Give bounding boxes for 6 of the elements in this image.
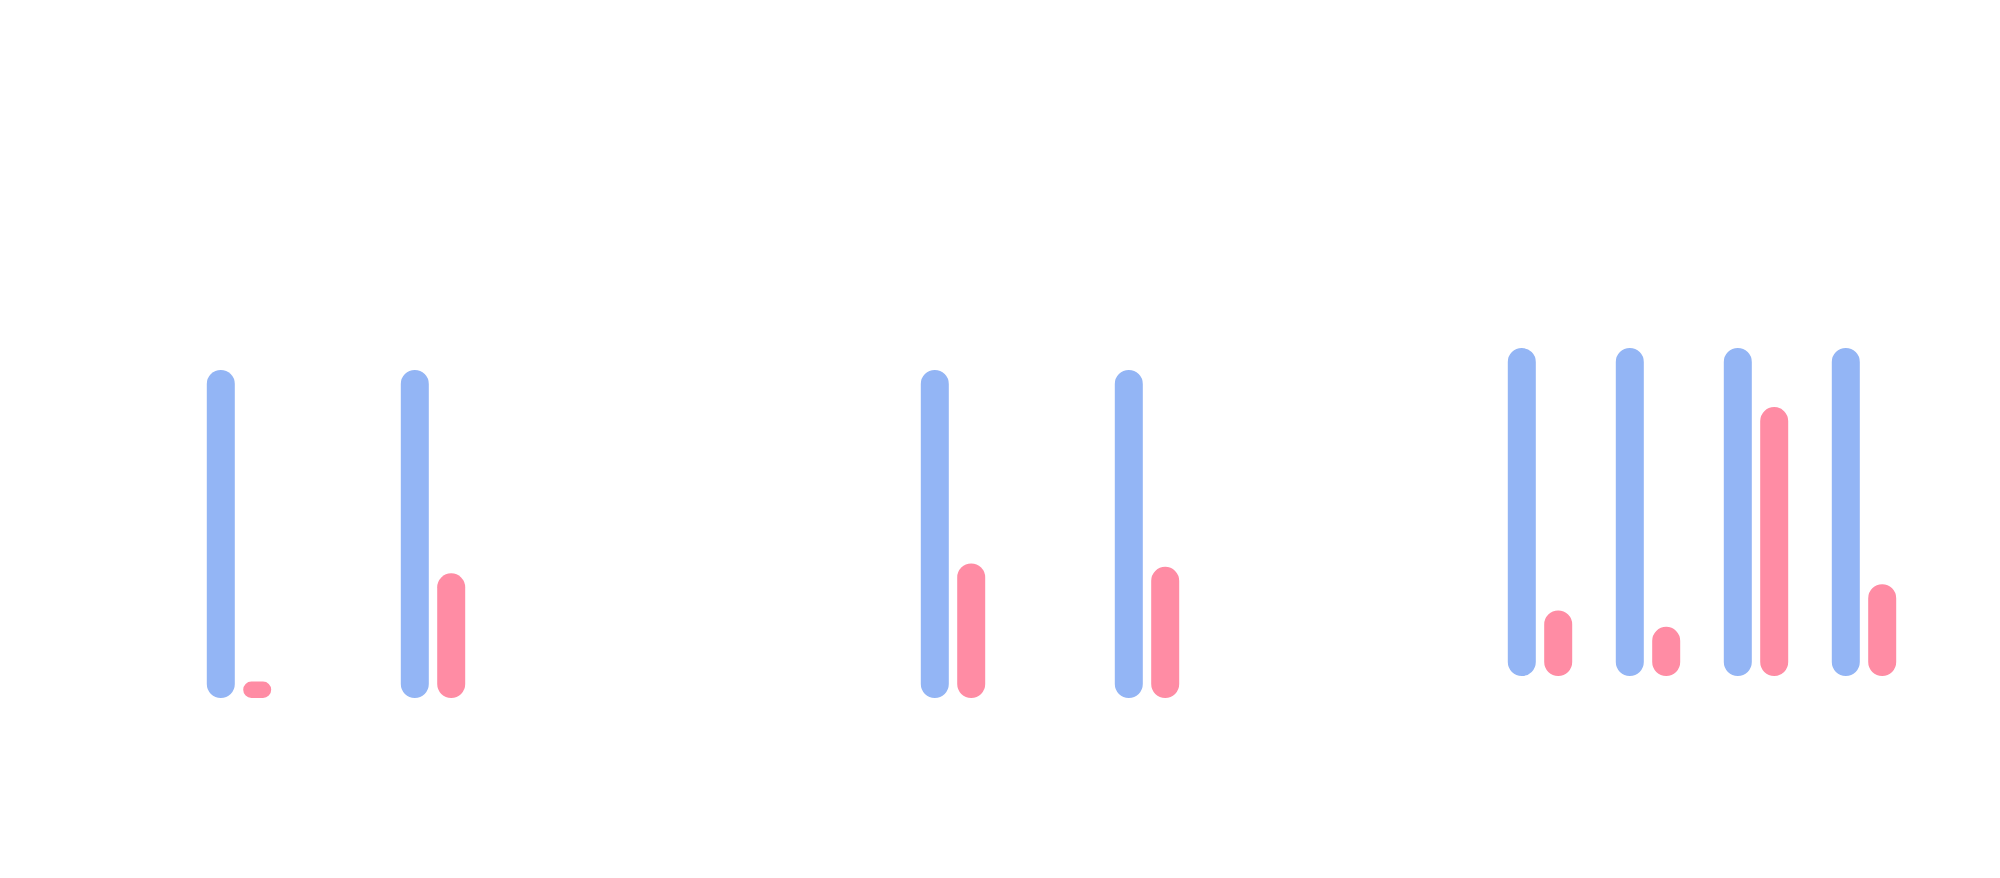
bar	[1723, 348, 1752, 676]
bar	[1615, 348, 1644, 676]
bar	[1868, 584, 1897, 676]
bar	[1507, 348, 1536, 676]
bar	[1831, 348, 1860, 676]
bar	[1760, 407, 1789, 676]
